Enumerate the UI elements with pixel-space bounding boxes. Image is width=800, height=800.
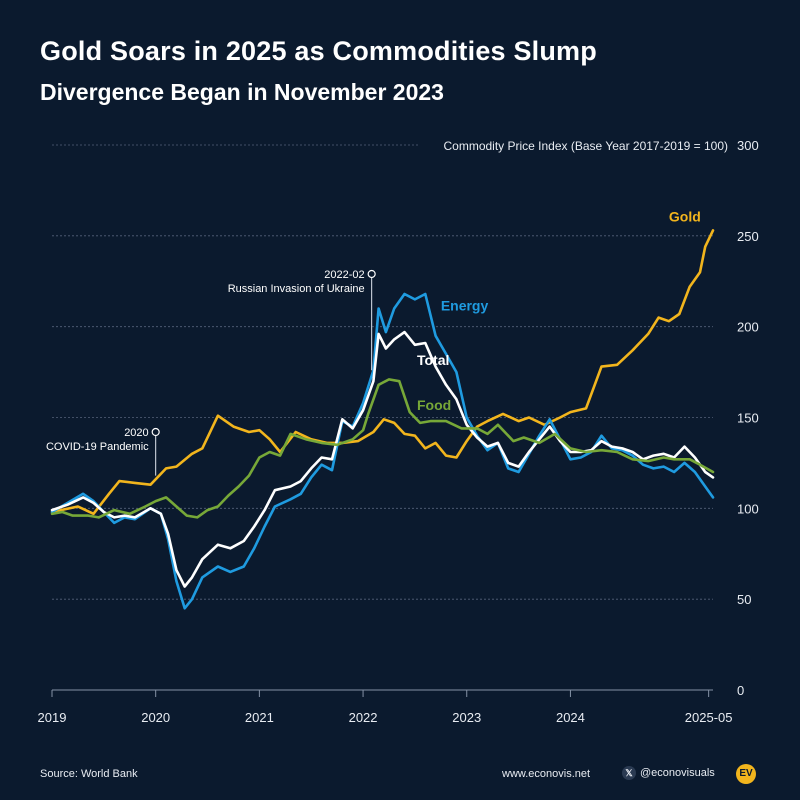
y-axis-label: Commodity Price Index (Base Year 2017-20… [443,139,728,153]
y-tick-label: 300 [737,138,759,153]
grid-lines [52,144,713,600]
annotation-text: COVID-19 Pandemic [46,441,149,453]
series-labels: Gold Energy Total Food [417,208,701,413]
axes: 0 50 100 150 200 250 300 Commodity Price Index … [38,138,759,725]
annotation-marker [367,269,376,279]
social-handle[interactable]: 𝕏 @econovisuals [622,766,715,780]
y-tick-label: 50 [737,592,751,607]
annotation-date: 2020 [124,427,148,439]
annotations: 2020 COVID-19 Pandemic 2022-02 Russian Inva… [46,269,376,476]
x-tick-label: 2020 [141,710,170,725]
y-tick-label: 250 [737,229,759,244]
series-label-energy: Energy [441,297,489,313]
y-tick-label: 100 [737,501,759,516]
series-line-gold [50,229,715,516]
page-title: Gold Soars in 2025 as Commodities Slump [40,36,597,66]
series-label-food: Food [417,397,451,413]
annotation-date: 2022-02 [324,269,364,281]
y-tick-label: 0 [737,683,744,698]
x-tick-label: 2023 [452,710,481,725]
series-label-total: Total [417,352,449,368]
social-handle-text: @econovisuals [640,767,715,779]
x-tick-label: 2024 [556,710,585,725]
page-subtitle: Divergence Began in November 2023 [40,79,444,105]
x-tick-label: 2019 [38,710,67,725]
annotation-text: Russian Invasion of Ukraine [228,283,365,295]
x-tick-label: 2021 [245,710,274,725]
website-link[interactable]: www.econovis.net [502,768,591,780]
series-lines [50,229,715,610]
series-line-energy [50,292,715,610]
source-note: Source: World Bank [40,768,138,780]
series-line-total [50,330,715,588]
y-tick-label: 150 [737,411,759,426]
series-line-food [50,378,715,519]
annotation-marker [151,427,160,437]
brand-logo: EV [736,764,756,784]
x-logo-icon: 𝕏 [622,766,636,780]
x-tick-label: 2022 [349,710,378,725]
x-tick-label: 2025-05 [685,710,733,725]
y-tick-label: 200 [737,320,759,335]
series-label-gold: Gold [669,208,701,224]
